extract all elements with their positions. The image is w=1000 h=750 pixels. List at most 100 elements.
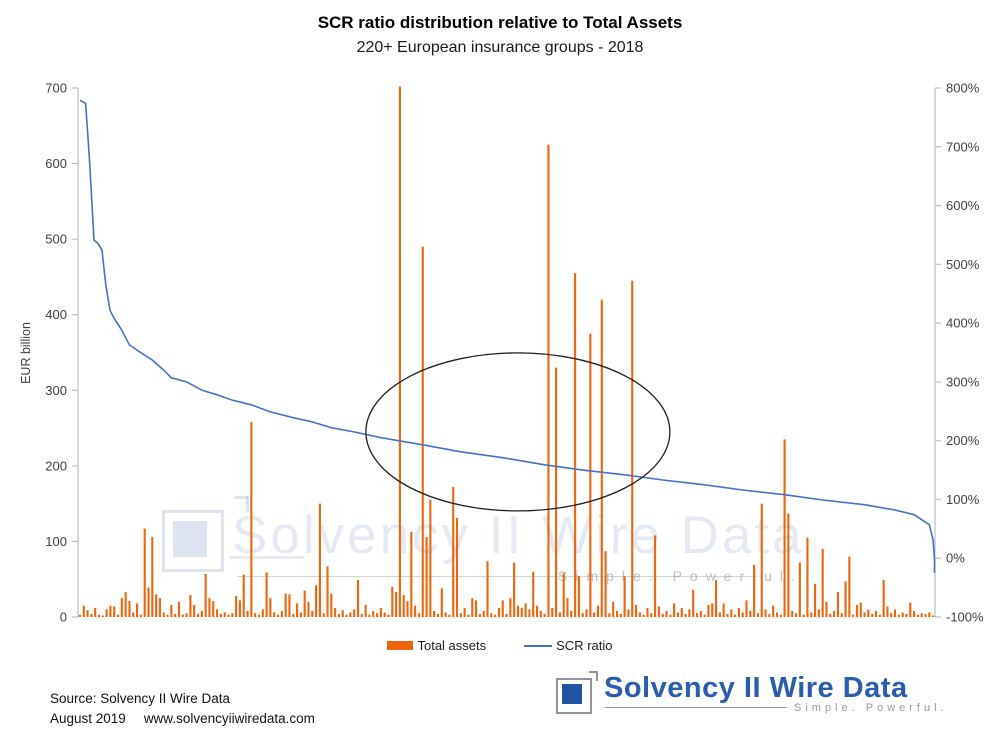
total-assets-bar [261,609,264,617]
total-assets-bar [703,614,706,617]
total-assets-bar [753,564,756,617]
total-assets-bar [395,592,398,617]
total-assets-bar [235,595,238,617]
total-assets-bar [292,613,295,617]
total-assets-bar [132,612,135,617]
total-assets-bar [364,604,367,617]
total-assets-bar [596,605,600,617]
total-assets-bar [490,613,493,617]
chart-legend: Total assets SCR ratio [0,638,1000,653]
total-assets-bar [78,614,81,617]
total-assets-bar [334,607,337,617]
total-assets-bar [497,607,500,617]
total-assets-bar [353,609,356,617]
total-assets-bar [383,612,386,617]
total-assets-bar [242,574,245,617]
axes: 0 100 200 300 400 500 600 700 -100% 0% 100% 200% 300… [19,81,984,625]
total-assets-bar [158,598,161,617]
total-assets-bar [909,602,912,617]
total-assets-bar [532,571,535,617]
total-assets-bar [890,613,893,617]
watermark-text: Solvency II Wire Data [232,506,805,565]
scr-ratio-swatch [524,644,553,647]
total-assets-bar [570,610,573,617]
total-assets-bar [109,605,112,617]
total-assets-bar [368,614,371,617]
total-assets-bar [501,600,504,617]
total-assets-bar [836,592,839,617]
total-assets-bar [928,612,931,617]
total-assets-bar [94,607,97,617]
source-line1: Source: Solvency II Wire Data [50,691,231,706]
total-assets-bar [707,604,710,617]
total-assets-bar [425,536,428,617]
total-assets-bar [783,439,786,617]
total-assets-bar [916,614,919,617]
total-assets-bar [97,614,101,617]
watermark-square-outline [162,510,224,572]
total-assets-bar [307,601,310,617]
total-assets-bar [421,246,424,617]
total-assets-bar [646,607,649,617]
total-assets-bar [162,612,165,617]
total-assets-bar [913,610,916,617]
watermark-logo-icon [162,496,304,586]
total-assets-bar [631,280,634,617]
watermark-square-fill [173,521,207,557]
total-assets-bar [181,614,184,617]
total-assets-bar [459,613,462,617]
total-assets-bar [208,598,211,617]
legend-item-total-assets: Total assets [387,638,486,653]
source-url: www.solvencyiiwiredata.com [143,711,315,726]
total-assets-bar [356,579,360,617]
watermark-underline [237,576,757,577]
total-assets-bar [577,576,580,617]
total-assets-bar [726,613,729,617]
right-axis-tick-label: 700% [946,139,980,154]
total-assets-bar [223,612,226,617]
total-assets-bar [471,598,474,617]
total-assets-bar [863,612,866,617]
right-axis-tick-label: 200% [946,433,980,448]
total-assets-bar [216,609,219,617]
total-assets-bar [516,605,520,617]
total-assets-bar [440,588,443,617]
total-assets-bar [311,610,314,617]
total-assets-bar [810,612,813,617]
total-assets-bar [734,614,737,617]
logo-square-outline [556,678,592,714]
total-assets-bar [722,603,725,617]
left-axis-tick-label: 500 [45,232,67,247]
total-assets-bar [414,605,417,617]
total-assets-bar [174,613,177,617]
total-assets-bar [166,614,169,617]
total-assets-bar [802,614,805,617]
total-assets-bar [589,333,592,617]
total-assets-bar [528,609,531,617]
total-assets-bar [86,610,89,617]
right-axis-tick-label: 300% [946,374,980,389]
total-assets-bar [848,556,851,617]
total-assets-bar [139,614,142,617]
total-assets-bar [238,600,241,617]
total-assets-bar [844,581,847,617]
total-assets-bar [375,613,379,617]
total-assets-bar [482,610,485,617]
brand-logo-text: Solvency II Wire Data [604,672,908,704]
total-assets-bar [124,592,127,617]
total-assets-bar [257,614,261,617]
total-assets-bar [345,614,348,617]
total-assets-swatch [387,641,414,650]
total-assets-bar [429,499,432,617]
total-assets-bar [265,572,268,617]
watermark-notch [234,496,248,499]
source-date: August 2019 [50,711,126,726]
total-assets-bar [574,273,577,617]
total-assets-bar [452,487,455,617]
left-axis-tick-label: 100 [45,534,67,549]
total-assets-bar [151,536,154,617]
total-assets-bar [436,613,440,617]
total-assets-bar [513,562,516,617]
total-assets-bar [227,614,230,617]
